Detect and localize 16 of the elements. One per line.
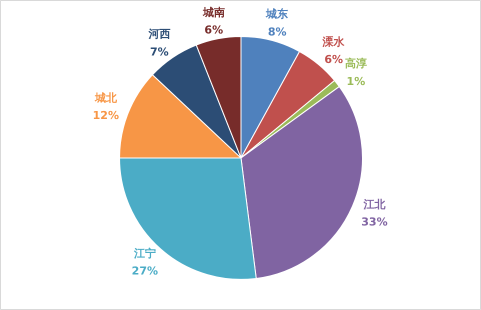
data-label: 7% (150, 45, 169, 58)
data-label: 27% (132, 264, 158, 278)
data-label: 8% (268, 26, 287, 39)
slice-label: 河西 (147, 27, 170, 40)
slice-label: 高淳 (344, 57, 367, 70)
slice-label: 溧水 (322, 35, 346, 48)
data-label: 6% (324, 53, 344, 66)
data-label: 33% (361, 216, 388, 229)
data-label: 12% (92, 109, 119, 122)
slice-label: 城东 (265, 8, 288, 21)
slice-label: 城北 (94, 91, 118, 104)
slice-label: 城南 (202, 6, 225, 19)
slice-label: 江宁 (132, 246, 156, 260)
data-label: 6% (204, 24, 224, 37)
slice-label: 江北 (362, 198, 386, 211)
data-label: 1% (346, 75, 366, 88)
